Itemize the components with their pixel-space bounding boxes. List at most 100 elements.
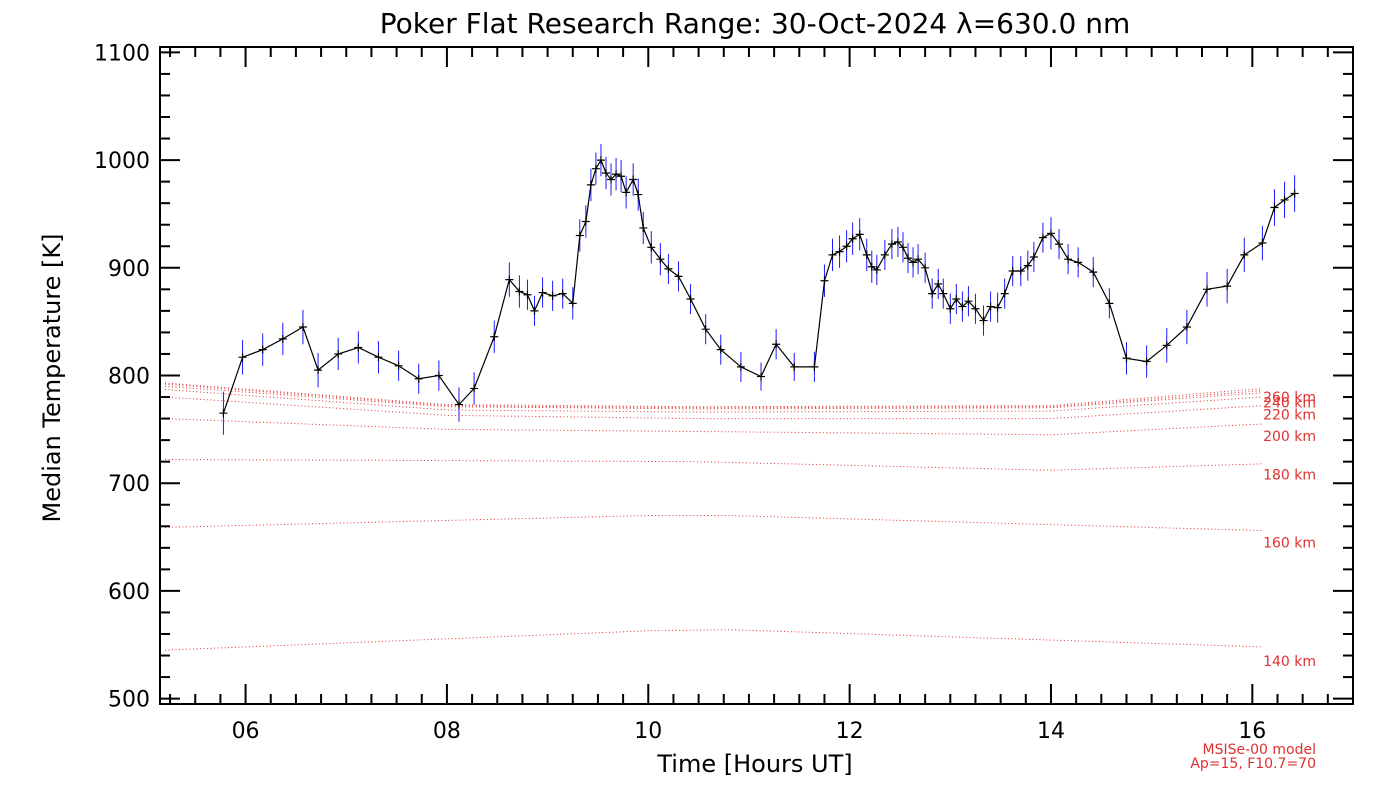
data-point [790,362,799,371]
y-tick-label: 700 [108,472,150,497]
y-tick-label: 900 [108,257,150,282]
model-curve-140-km [164,629,1263,651]
data-point [848,234,857,243]
data-markers [219,156,1299,418]
data-point [1000,289,1009,298]
data-point [993,303,1002,312]
model-curves [164,382,1263,651]
data-point [971,304,980,313]
data-point [835,247,844,256]
data-point [1290,189,1299,198]
data-point [601,169,610,178]
y-tick-label: 1000 [94,149,150,174]
data-point [617,172,626,181]
data-point [1270,203,1279,212]
model-curve-280-km [164,383,1263,409]
data-point [810,362,819,371]
data-point [455,400,464,409]
data-point [898,243,907,252]
data-point [278,334,287,343]
data-point [647,243,656,252]
data-point [893,237,902,246]
data-point [354,343,363,352]
data-point [1074,258,1083,267]
data-point [986,302,995,311]
plot-frame [159,46,1354,705]
data-point [238,353,247,362]
data-point [1046,229,1055,238]
data-point [1240,250,1249,259]
data-point [772,340,781,349]
data-point [946,304,955,313]
data-point [855,230,864,239]
data-point [1142,357,1151,366]
x-tick-label: 14 [1037,719,1065,744]
data-point [530,306,539,315]
data-point [934,279,943,288]
data-point [1122,354,1131,363]
data-point [219,409,228,418]
data-point [686,295,695,304]
data-point [1089,268,1098,277]
y-tick-label: 800 [108,365,150,390]
model-label-260-km: 260 km [1263,390,1316,406]
model-curve-160-km [164,515,1263,532]
data-point [1064,255,1073,264]
data-point [523,290,532,299]
model-note-line-2: Ap=15, F10.7=70 [1190,756,1316,772]
y-tick-label: 1100 [94,41,150,66]
data-point [1203,285,1212,294]
data-point [880,250,889,259]
data-point [490,332,499,341]
data-point [928,289,937,298]
axis-ticks [160,47,1353,704]
data-point [505,275,514,284]
y-tick-label: 600 [108,580,150,605]
model-curve-200-km [164,418,1263,436]
data-point [887,240,896,249]
model-label-220-km: 220 km [1263,407,1316,423]
data-point [596,156,605,165]
data-point [568,299,577,308]
data-point [921,263,930,272]
data-point [867,262,876,271]
data-point [674,272,683,281]
data-point [842,242,851,251]
data-point [1055,240,1064,249]
data-point [1162,341,1171,350]
data-point [634,190,643,199]
tick-labels: 06 08 10 12 14 16 500 600 700 800 900 1000 1100 [94,41,1266,744]
data-point [622,188,631,197]
model-label-140-km: 140 km [1263,654,1316,670]
data-point [394,361,403,370]
data-point [334,349,343,358]
model-curve-260-km [164,385,1263,410]
model-note-line-1: MSISe-00 model [1202,742,1316,758]
data-point [581,217,590,226]
data-point [591,164,600,173]
data-point [607,175,616,184]
data-point [374,353,383,362]
data-point [904,254,913,263]
data-point [862,250,871,259]
data-point [298,323,307,332]
data-point [1258,239,1267,248]
data-point [414,374,423,383]
data-point [1223,282,1232,291]
model-label-200-km: 200 km [1263,429,1316,445]
data-point [586,180,595,189]
data-point [656,255,665,264]
chart-title: Poker Flat Research Range: 30-Oct-2024 λ… [380,7,1131,40]
model-label-180-km: 180 km [1263,468,1316,484]
data-point [964,297,973,306]
model-curve-180-km [165,459,1263,471]
data-point [258,345,267,354]
data-point [470,384,479,393]
x-tick-label: 12 [836,719,864,744]
data-point [558,289,567,298]
data-point [872,265,881,274]
data-point [716,345,725,354]
model-curve-240-km [164,389,1263,413]
